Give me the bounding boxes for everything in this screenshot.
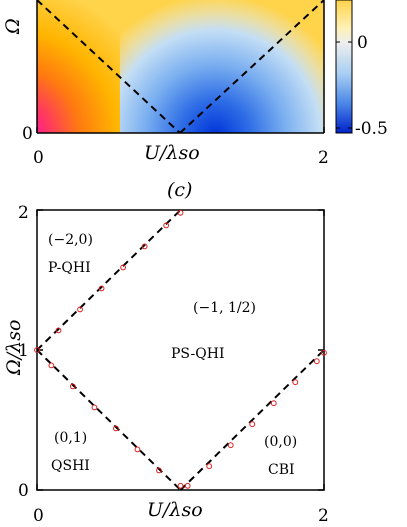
data-point bbox=[270, 400, 277, 407]
data-point bbox=[227, 442, 234, 449]
heatmap-panel: 0 0 2 U/λso Ω 0 -0.5 bbox=[2, 0, 388, 168]
region-name-qshi: QSHI bbox=[51, 458, 90, 474]
heatmap-xtick-0: 0 bbox=[33, 148, 44, 168]
region-name-pqhi: P-QHI bbox=[48, 260, 91, 276]
y-axis-label: Ω/λso bbox=[3, 320, 25, 376]
data-point bbox=[292, 379, 299, 386]
ytick-label-0: 0 bbox=[18, 481, 29, 501]
region-name-psqhi: PS-QHI bbox=[171, 346, 224, 362]
data-point bbox=[177, 482, 184, 489]
data-point bbox=[113, 425, 119, 432]
dashed-boundary-line bbox=[179, 349, 325, 491]
data-point bbox=[77, 306, 83, 313]
heatmap-ylabel: Ω bbox=[2, 18, 24, 35]
data-point bbox=[91, 404, 98, 411]
data-point bbox=[206, 463, 213, 470]
heatmap-xlabel: U/λso bbox=[144, 142, 200, 164]
data-point bbox=[48, 362, 55, 369]
data-point bbox=[98, 285, 105, 292]
phase-diagram-ticks bbox=[36, 209, 325, 491]
heatmap-dashed-boundary-right bbox=[179, 0, 324, 133]
region-index-cbi: (0,0) bbox=[264, 434, 297, 450]
data-point bbox=[249, 421, 256, 428]
data-point bbox=[55, 327, 62, 334]
colorbar-tick-label-0: 0 bbox=[357, 33, 368, 53]
colorbar bbox=[335, 0, 353, 134]
data-point bbox=[34, 347, 40, 353]
colorbar-tick-label-neg05: -0.5 bbox=[355, 119, 388, 139]
data-point bbox=[163, 222, 170, 229]
data-point bbox=[184, 482, 191, 489]
data-point bbox=[134, 446, 141, 453]
region-name-cbi: CBI bbox=[268, 462, 295, 478]
ytick-label-2: 2 bbox=[18, 203, 29, 223]
region-index-psqhi: (−1, 1/2) bbox=[193, 300, 256, 316]
x-axis-label: U/λso bbox=[147, 499, 203, 521]
heatmap-xtick-2: 2 bbox=[318, 148, 329, 168]
heatmap-dashed-boundary-left bbox=[37, 0, 181, 133]
dashed-boundary-line bbox=[36, 349, 182, 491]
xtick-label-2: 2 bbox=[318, 506, 329, 526]
region-index-pqhi: (−2,0) bbox=[48, 232, 93, 248]
data-point bbox=[120, 264, 126, 271]
data-point bbox=[69, 383, 76, 390]
data-point bbox=[321, 349, 327, 356]
xtick-label-0: 0 bbox=[33, 506, 44, 526]
data-point bbox=[177, 209, 184, 216]
phase-diagram-panel: (c) 2 1 0 0 2 U/λso Ω/λso (−2,0) P-QHI (… bbox=[3, 179, 329, 526]
data-point bbox=[313, 358, 320, 365]
phase-diagram-dashed-boundaries bbox=[36, 209, 325, 491]
ytick-label-1: 1 bbox=[18, 341, 29, 361]
phase-diagram-points bbox=[34, 209, 327, 489]
dashed-boundary-line bbox=[36, 209, 182, 351]
panel-label-c: (c) bbox=[167, 179, 192, 201]
data-point bbox=[141, 243, 148, 250]
data-point bbox=[156, 467, 162, 474]
heatmap-ytick-0: 0 bbox=[22, 124, 33, 144]
region-index-qshi: (0,1) bbox=[54, 430, 87, 446]
heatmap-cold-region bbox=[120, 0, 324, 133]
